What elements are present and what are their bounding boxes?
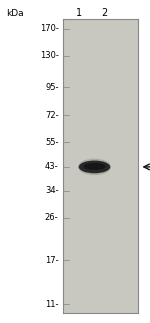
Text: 130-: 130-	[40, 51, 58, 60]
Ellipse shape	[79, 161, 110, 173]
Text: 95-: 95-	[45, 83, 58, 92]
Text: 1: 1	[76, 8, 82, 18]
Text: 11-: 11-	[45, 299, 58, 308]
Text: 55-: 55-	[45, 138, 58, 147]
Ellipse shape	[78, 159, 111, 175]
Text: 170-: 170-	[40, 24, 58, 33]
Text: 34-: 34-	[45, 186, 59, 195]
Text: 2: 2	[101, 8, 107, 18]
Text: 17-: 17-	[45, 256, 59, 265]
Text: 43-: 43-	[45, 162, 59, 172]
Text: 72-: 72-	[45, 110, 59, 120]
Text: 26-: 26-	[45, 213, 59, 222]
Ellipse shape	[83, 163, 106, 170]
Text: kDa: kDa	[6, 9, 24, 18]
